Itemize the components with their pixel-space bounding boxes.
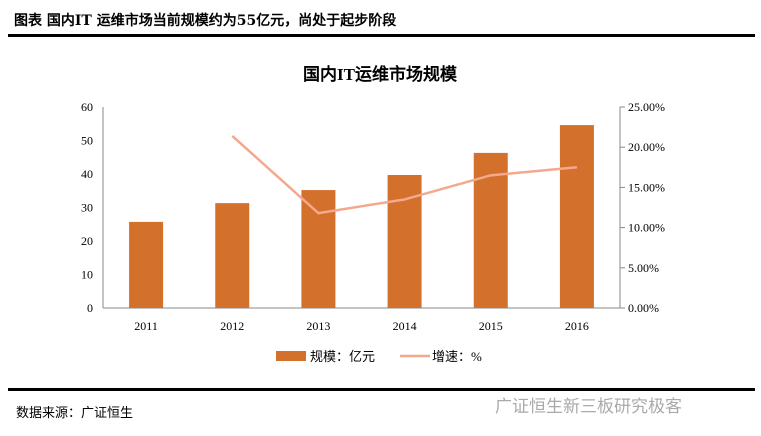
source-note: 数据来源：广证恒生 [16, 406, 134, 421]
x-tick-label: 2011 [134, 319, 158, 333]
right-tick-label: 25.00% [628, 100, 665, 114]
figure-caption: 图表 国内IT 运维市场当前规模约为55亿元，尚处于起步阶段 [14, 13, 397, 29]
x-tick-label: 2015 [479, 319, 503, 333]
bar-2016 [559, 125, 594, 308]
left-tick-label: 20 [81, 234, 93, 248]
left-tick-label: 30 [81, 201, 93, 215]
legend-line-label: 增速：% [432, 349, 482, 364]
x-tick-label: 2012 [220, 319, 244, 333]
left-tick-label: 40 [81, 167, 93, 181]
right-tick-label: 20.00% [628, 140, 665, 154]
watermark: 广证恒生新三板研究极客 [495, 397, 682, 417]
legend-bar-swatch [276, 351, 306, 361]
left-tick-label: 60 [81, 100, 93, 114]
right-tick-label: 0.00% [628, 301, 659, 315]
bottom-divider [8, 388, 755, 391]
right-tick-label: 15.00% [628, 180, 665, 194]
left-tick-label: 10 [81, 268, 93, 282]
left-tick-label: 0 [87, 301, 93, 315]
bar-2013 [301, 190, 336, 308]
x-tick-label: 2014 [393, 319, 417, 333]
bar-2011 [129, 221, 164, 308]
top-divider [8, 34, 755, 37]
x-tick-label: 2016 [565, 319, 589, 333]
right-tick-label: 10.00% [628, 221, 665, 235]
chart-title: 国内IT运维市场规模 [303, 64, 458, 84]
legend-bar-label: 规模：亿元 [310, 349, 375, 364]
left-tick-label: 50 [81, 134, 93, 148]
x-tick-label: 2013 [306, 319, 330, 333]
right-tick-label: 5.00% [628, 261, 659, 275]
bar-2012 [215, 203, 250, 308]
